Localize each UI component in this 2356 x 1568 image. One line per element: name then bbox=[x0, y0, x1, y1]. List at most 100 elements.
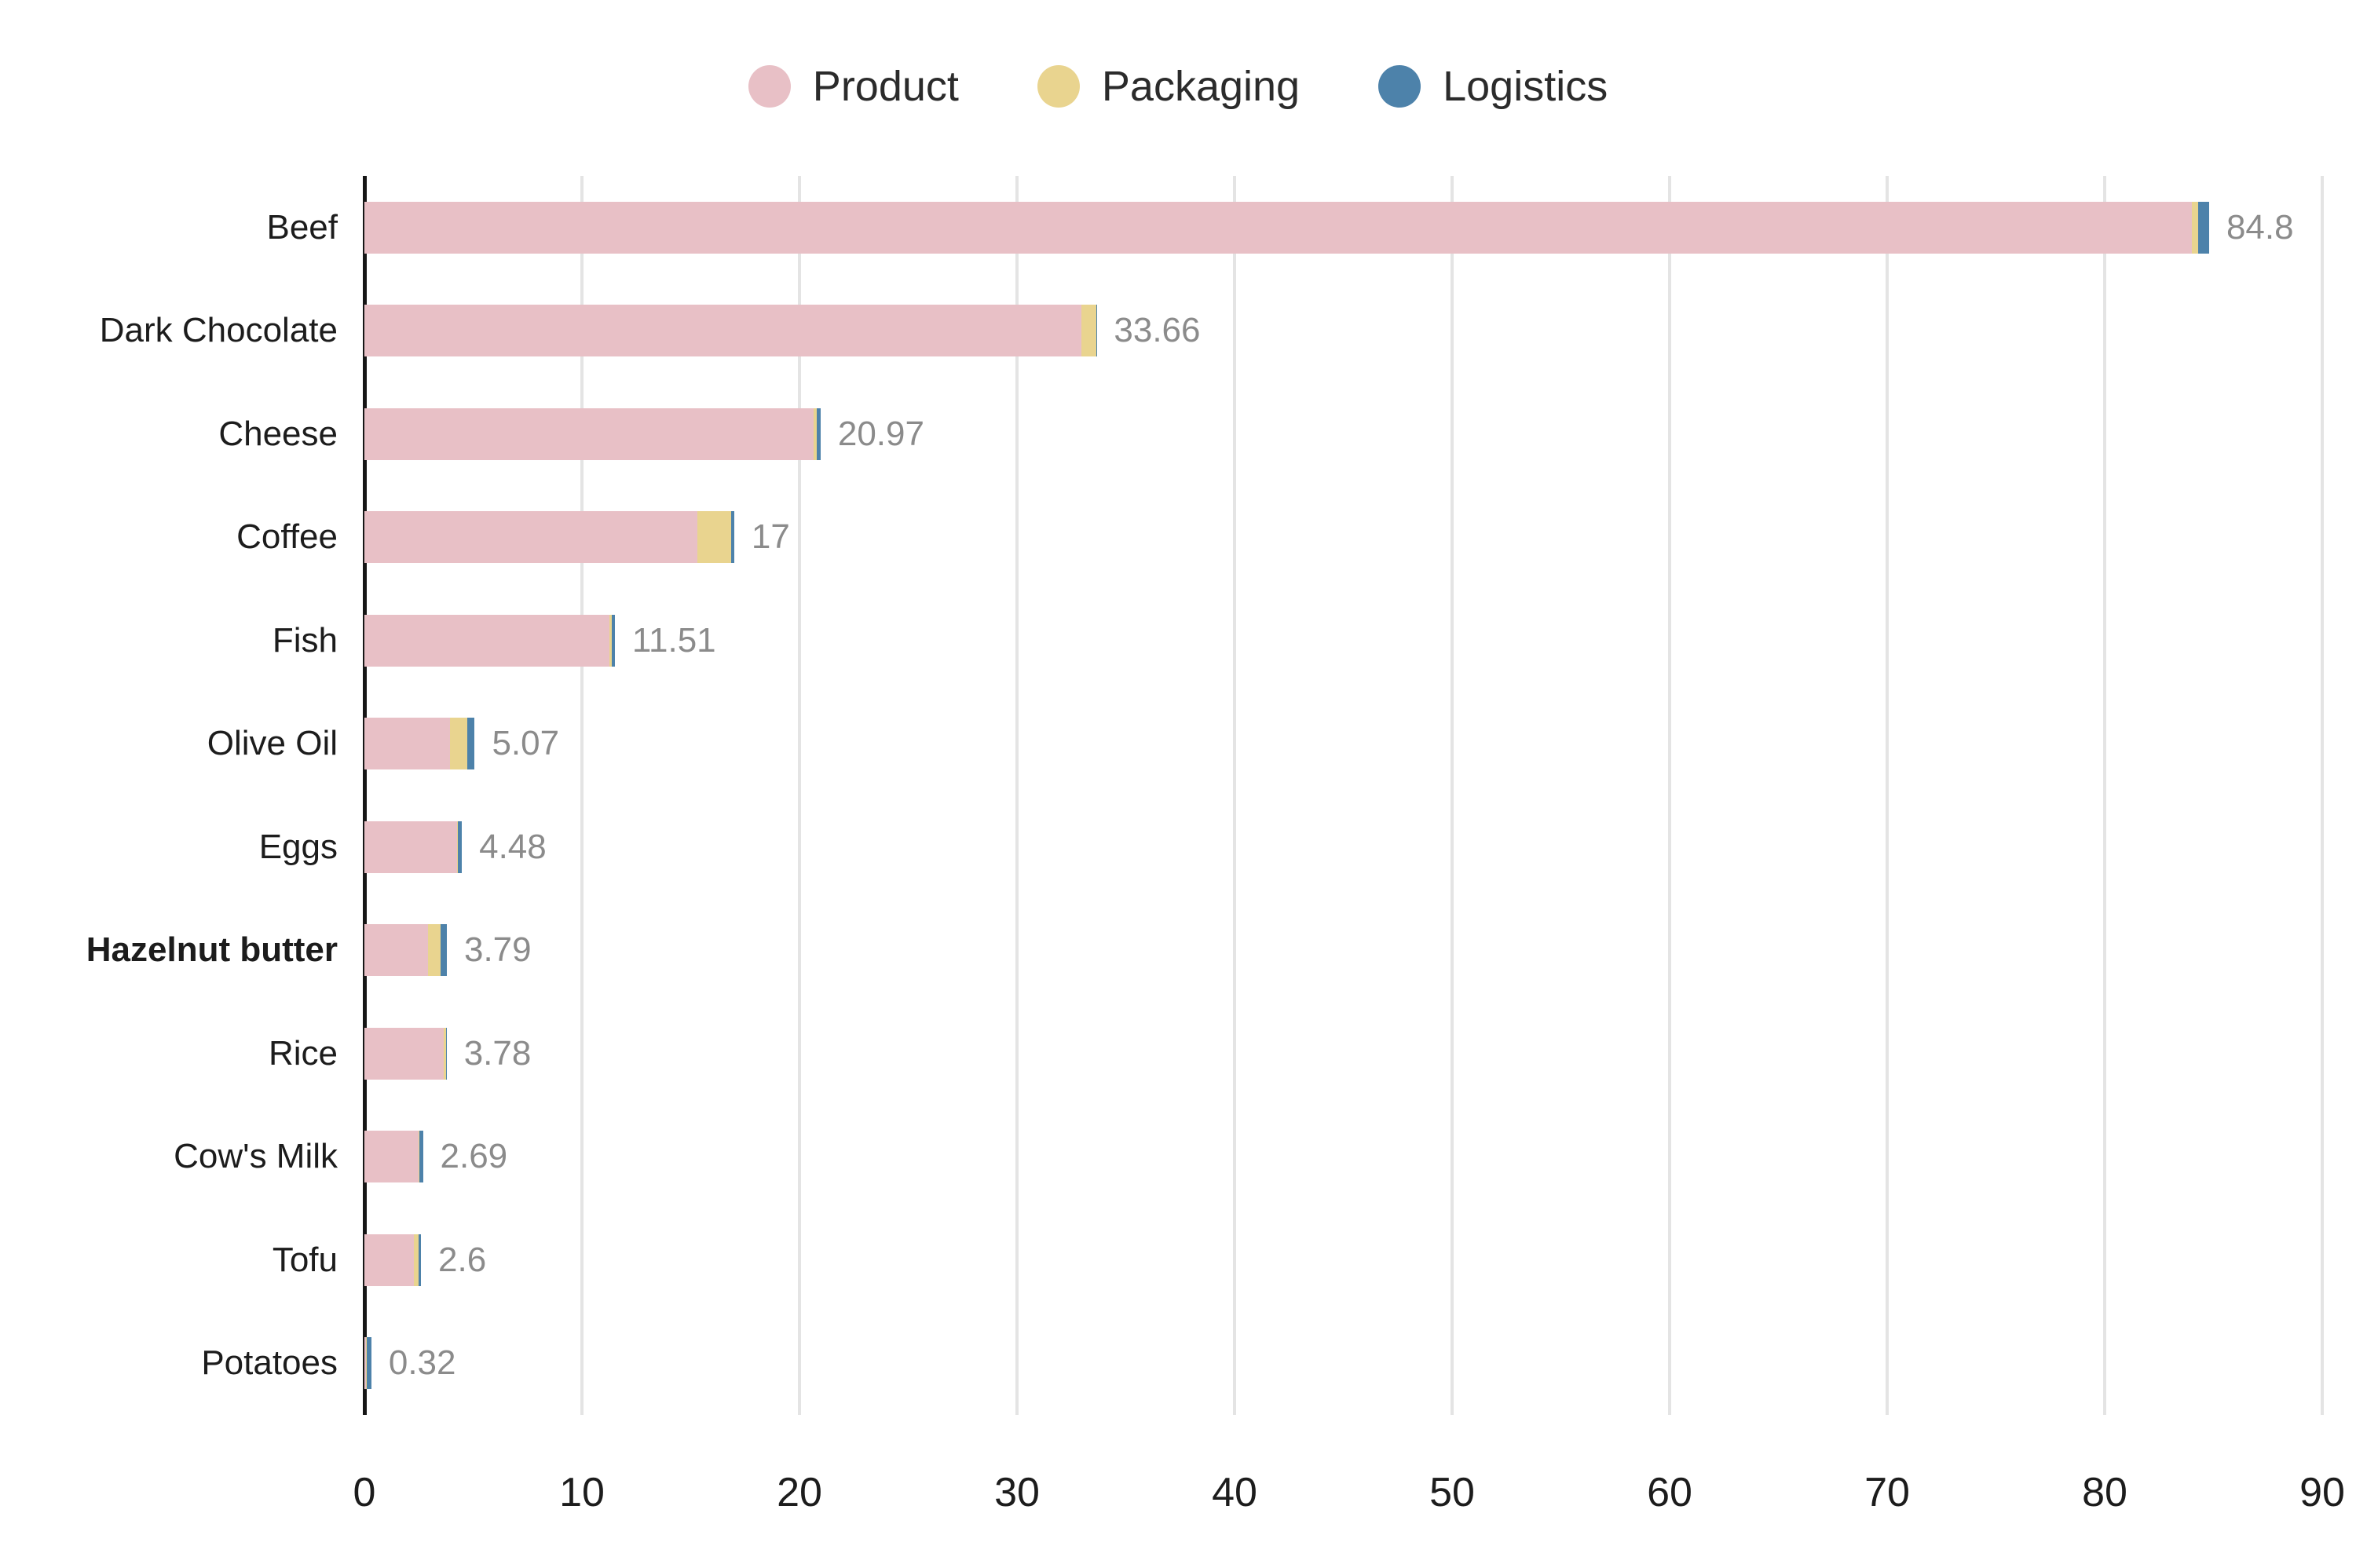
bar-segment-product bbox=[364, 201, 2192, 254]
bar-segment-logistics bbox=[467, 718, 475, 770]
x-tick-label-80: 80 bbox=[2082, 1470, 2127, 1515]
category-label: Fish bbox=[272, 620, 338, 660]
bar-row bbox=[364, 821, 463, 873]
x-tick-label-70: 70 bbox=[1864, 1470, 1910, 1515]
gridline-x-20 bbox=[798, 176, 801, 1415]
bar-segment-packaging bbox=[697, 511, 731, 564]
category-label: Rice bbox=[268, 1033, 338, 1073]
legend-item-logistics: Logistics bbox=[1378, 65, 1608, 108]
category-label: Hazelnut butter bbox=[86, 930, 338, 970]
bar-segment-logistics bbox=[441, 924, 447, 977]
category-label: Dark Chocolate bbox=[99, 311, 338, 350]
x-tick-label-60: 60 bbox=[1647, 1470, 1692, 1515]
gridline-x-80 bbox=[2103, 176, 2106, 1415]
value-label: 5.07 bbox=[492, 724, 560, 763]
legend-dot-packaging-icon bbox=[1037, 65, 1080, 108]
value-label: 20.97 bbox=[837, 414, 924, 453]
bar-segment-packaging bbox=[449, 718, 468, 770]
x-tick-label-30: 30 bbox=[994, 1470, 1040, 1515]
bar-segment-packaging bbox=[2191, 201, 2199, 254]
legend-item-product: Product bbox=[748, 65, 959, 108]
value-label: 4.48 bbox=[479, 827, 547, 866]
category-label: Tofu bbox=[272, 1240, 338, 1279]
bar-segment-logistics bbox=[730, 511, 734, 564]
category-label: Olive Oil bbox=[207, 724, 338, 763]
x-tick-label-10: 10 bbox=[559, 1470, 605, 1515]
legend-dot-product-icon bbox=[748, 65, 791, 108]
x-tick-label-40: 40 bbox=[1212, 1470, 1257, 1515]
value-label: 0.32 bbox=[388, 1343, 456, 1383]
legend-item-packaging: Packaging bbox=[1037, 65, 1300, 108]
bar-row bbox=[364, 201, 2209, 254]
bar-segment-packaging bbox=[413, 1234, 419, 1286]
bar-segment-packaging bbox=[456, 821, 459, 873]
value-label: 11.51 bbox=[631, 620, 716, 660]
gridline-x-30 bbox=[1015, 176, 1019, 1415]
bar-row bbox=[364, 1234, 421, 1286]
gridline-x-10 bbox=[580, 176, 584, 1415]
legend-label-logistics: Logistics bbox=[1443, 63, 1608, 110]
bar-row bbox=[364, 1027, 447, 1080]
value-label: 2.6 bbox=[438, 1240, 487, 1279]
bar-segment-product bbox=[364, 718, 450, 770]
gridline-x-40 bbox=[1233, 176, 1236, 1415]
y-axis-line bbox=[363, 176, 367, 1415]
value-label: 2.69 bbox=[440, 1137, 508, 1176]
bar-segment-product bbox=[364, 1131, 419, 1183]
bar-row bbox=[364, 408, 821, 460]
bar-segment-logistics bbox=[419, 1234, 421, 1286]
x-tick-label-90: 90 bbox=[2299, 1470, 2345, 1515]
legend-label-product: Product bbox=[812, 63, 959, 110]
bar-segment-product bbox=[364, 614, 609, 667]
bar-segment-logistics bbox=[419, 1131, 423, 1183]
bar-segment-packaging bbox=[814, 408, 817, 460]
bar-row bbox=[364, 511, 734, 564]
category-label: Potatoes bbox=[201, 1343, 338, 1383]
value-label: 3.79 bbox=[463, 930, 532, 970]
x-tick-label-20: 20 bbox=[777, 1470, 822, 1515]
bar-row bbox=[364, 1131, 423, 1183]
bar-segment-logistics bbox=[611, 614, 615, 667]
value-label: 3.78 bbox=[463, 1033, 532, 1073]
bar-segment-product bbox=[364, 924, 428, 977]
category-label: Beef bbox=[266, 207, 338, 247]
bar-segment-product bbox=[364, 1337, 367, 1390]
bar-segment-product bbox=[364, 821, 457, 873]
bar-segment-product bbox=[364, 1234, 414, 1286]
bar-segment-packaging bbox=[444, 1027, 447, 1080]
bar-segment-packaging bbox=[609, 614, 612, 667]
bar-segment-product bbox=[364, 305, 1081, 357]
value-label: 17 bbox=[751, 517, 790, 557]
category-label: Eggs bbox=[258, 827, 338, 866]
bar-segment-packaging bbox=[427, 924, 441, 977]
bar-row bbox=[364, 718, 475, 770]
bar-segment-packaging bbox=[1081, 305, 1096, 357]
bar-segment-product bbox=[364, 511, 697, 564]
category-label: Cow's Milk bbox=[174, 1137, 338, 1176]
bar-segment-logistics bbox=[816, 408, 821, 460]
bar-segment-product bbox=[364, 408, 814, 460]
gridline-x-70 bbox=[1886, 176, 1889, 1415]
bar-row bbox=[364, 924, 447, 977]
legend: Product Packaging Logistics bbox=[0, 59, 2356, 114]
legend-dot-logistics-icon bbox=[1378, 65, 1421, 108]
x-tick-label-50: 50 bbox=[1429, 1470, 1475, 1515]
value-label: 84.8 bbox=[2226, 207, 2294, 247]
category-label: Cheese bbox=[218, 414, 338, 453]
bar-segment-logistics bbox=[367, 1337, 371, 1390]
legend-label-packaging: Packaging bbox=[1101, 63, 1301, 110]
value-label: 33.66 bbox=[1114, 311, 1201, 350]
gridline-x-60 bbox=[1668, 176, 1671, 1415]
bar-row bbox=[364, 614, 615, 667]
bar-segment-logistics bbox=[2198, 201, 2209, 254]
gridline-x-50 bbox=[1451, 176, 1454, 1415]
gridline-x-90 bbox=[2321, 176, 2324, 1415]
x-tick-label-0: 0 bbox=[353, 1470, 376, 1515]
bar-segment-logistics bbox=[1096, 305, 1097, 357]
bar-row bbox=[364, 305, 1097, 357]
bar-row bbox=[364, 1337, 371, 1390]
bar-segment-product bbox=[364, 1027, 444, 1080]
bar-segment-packaging bbox=[366, 1337, 368, 1390]
